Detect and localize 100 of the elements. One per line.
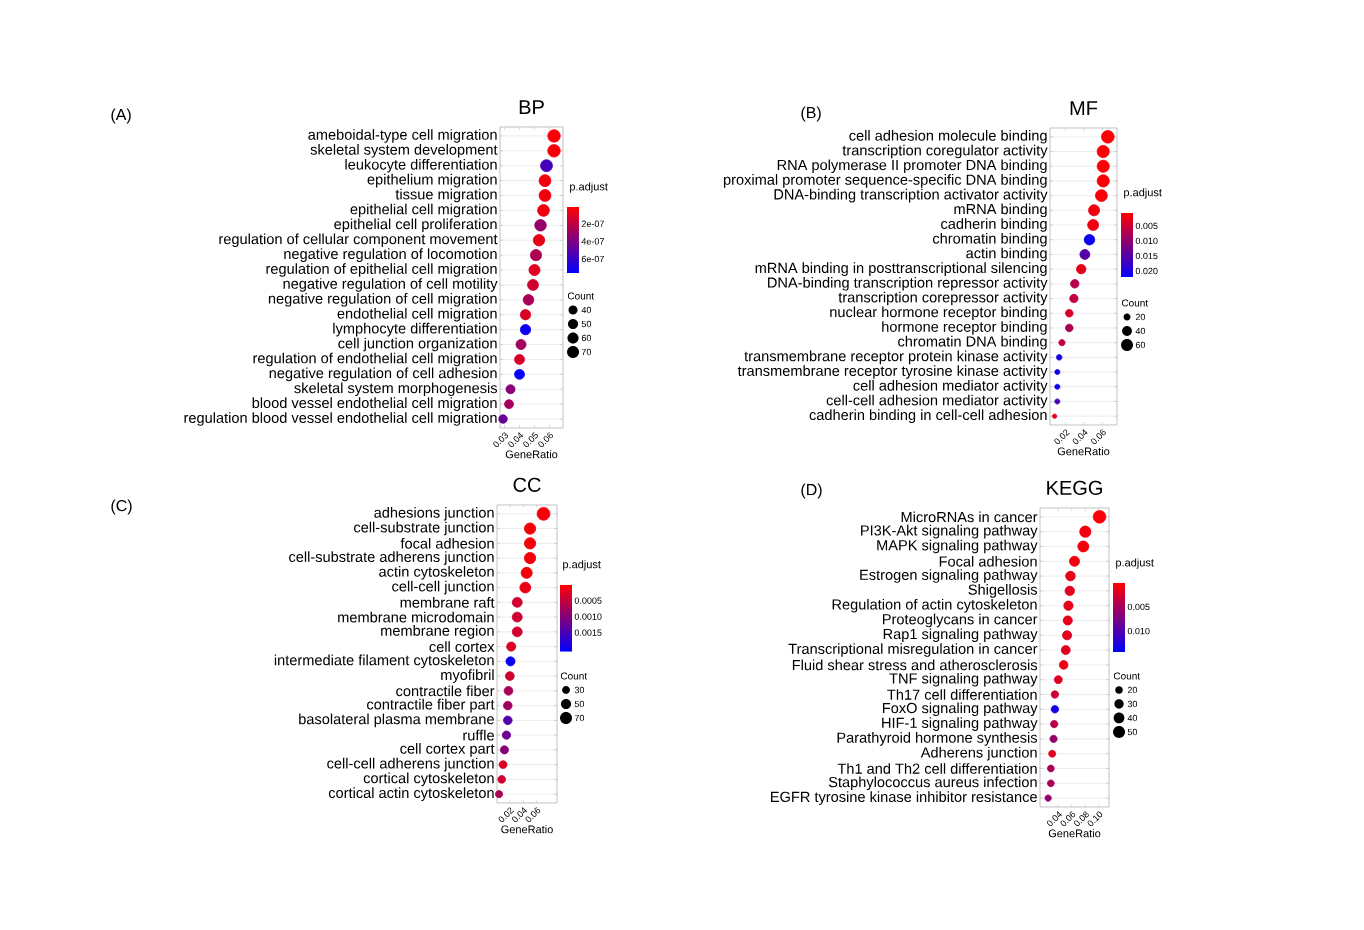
y-tick-label: negative regulation of cell migration: [268, 293, 497, 307]
color-bar-label: 0.005: [1135, 222, 1158, 230]
y-tick-label: regulation of endothelial cell migration: [253, 352, 497, 367]
color-bar-label: 0.0015: [574, 629, 602, 636]
color-bar-title: p.adjust: [1124, 188, 1162, 199]
x-tick-label: 0.04: [512, 807, 527, 823]
legend-label: 60: [1135, 341, 1146, 349]
y-tick-label: Regulation of actin cytoskeleton: [832, 598, 1037, 613]
y-tick-label: EGFR tyrosine kinase inhibitor resistance: [771, 791, 1037, 805]
y-tick-label: cell cortex part: [400, 743, 495, 757]
y-tick-label: basolateral plasma membrane: [299, 713, 494, 728]
y-tick-label: cell adhesion molecule binding: [849, 130, 1047, 144]
legend-label: 70: [581, 348, 592, 356]
legend-label: 30: [1127, 700, 1138, 708]
legend-label: 50: [581, 320, 592, 328]
y-tick-label: regulation of cellular component movement: [219, 233, 498, 248]
x-tick-label: 0.05: [523, 431, 538, 448]
y-tick-label: DNA-binding transcription activator activity: [774, 188, 1048, 203]
y-tick-label: chromatin DNA binding: [898, 335, 1047, 350]
y-tick-label: leukocyte differentiation: [345, 158, 497, 173]
chart-title: KEGG: [1047, 480, 1102, 495]
y-tick-label: lymphocyte differentiation: [333, 322, 497, 337]
y-tick-label: cadherin binding: [941, 218, 1047, 232]
y-tick-label: epithelium migration: [367, 173, 497, 188]
text: (B): [801, 106, 821, 122]
color-bar-label: 0.010: [1127, 627, 1150, 635]
color-bar-label: 0.020: [1135, 267, 1158, 275]
color-bar-title: p.adjust: [1116, 558, 1154, 569]
legend-label: 40: [1135, 327, 1146, 335]
y-tick-label: myofibril: [441, 669, 494, 683]
y-tick-label: actin binding: [966, 247, 1047, 262]
color-bar-label: 0.0010: [574, 613, 602, 620]
y-tick-label: HIF-1 signaling pathway: [882, 717, 1038, 731]
y-tick-label: contractile fiber: [396, 685, 495, 697]
y-tick-label: Rap1 signaling pathway: [883, 628, 1038, 643]
y-tick-label: membrane region: [381, 625, 494, 639]
y-tick-label: PI3K-Akt signaling pathway: [861, 524, 1038, 539]
y-tick-label: Proteoglycans in cancer: [882, 613, 1038, 628]
y-tick-label: skeletal system development: [310, 144, 498, 158]
y-tick-label: cell-substrate junction: [354, 521, 494, 536]
y-tick-label: mRNA binding in posttranscriptional silencing: [755, 262, 1047, 276]
x-tick-label: 0.06: [1091, 429, 1106, 445]
y-tick-label: focal adhesion: [400, 537, 494, 549]
y-tick-label: mRNA binding: [954, 203, 1047, 218]
chart-title: CC: [513, 477, 541, 492]
legend-label: 20: [1127, 686, 1138, 694]
y-tick-label: Staphylococcus aureus infection: [828, 776, 1037, 791]
x-tick-label: 0.02: [498, 807, 514, 823]
y-tick-label: skeletal system morphogenesis: [294, 382, 498, 397]
x-axis-title: GeneRatio: [1057, 447, 1110, 456]
y-tick-label: Th1 and Th2 cell differentiation: [837, 763, 1037, 774]
y-tick-label: cadherin binding in cell-cell adhesion: [809, 409, 1047, 423]
y-tick-label: Th17 cell differentiation: [887, 689, 1037, 700]
y-tick-label: DNA-binding transcription repressor activity: [768, 277, 1048, 291]
y-tick-label: cell cortex: [429, 641, 495, 652]
y-tick-label: transcription coregulator activity: [842, 144, 1048, 159]
y-tick-label: actin cytoskeleton: [379, 566, 494, 580]
y-tick-label: epithelial cell proliferation: [334, 218, 497, 233]
color-bar-label: 2e-07: [581, 220, 604, 227]
y-tick-label: tissue migration: [395, 188, 497, 203]
legend-label: 40: [1127, 714, 1138, 722]
y-tick-label: adhesions junction: [374, 507, 494, 521]
y-tick-label: cortical cytoskeleton: [363, 772, 494, 787]
y-tick-label: hormone receptor binding: [882, 321, 1047, 335]
text: (A): [111, 108, 131, 124]
chart-title: BP: [519, 100, 544, 114]
x-tick-label: 0.06: [538, 432, 553, 448]
y-tick-label: nuclear hormone receptor binding: [830, 306, 1047, 321]
y-tick-label: negative regulation of locomotion: [284, 248, 497, 262]
legend-label: 70: [574, 714, 585, 722]
y-tick-label: transmembrane receptor tyrosine kinase activity: [737, 365, 1048, 379]
y-tick-label: contractile fiber part: [367, 698, 495, 713]
x-tick-label: 0.04: [1072, 429, 1088, 445]
y-tick-label: cell junction organization: [338, 337, 497, 352]
color-bar-label: 0.0005: [574, 597, 602, 604]
y-tick-label: Focal adhesion: [939, 555, 1037, 567]
y-tick-label: negative regulation of cell adhesion: [269, 367, 497, 382]
y-tick-label: cell-substrate adherens junction: [289, 551, 494, 565]
y-tick-label: Parathyroid hormone synthesis: [837, 732, 1038, 746]
y-tick-label: MAPK signaling pathway: [877, 539, 1038, 554]
y-tick-label: endothelial cell migration: [337, 307, 497, 322]
color-bar-label: 0.005: [1127, 603, 1150, 611]
y-tick-label: intermediate filament cytoskeleton: [274, 654, 494, 669]
legend-label: 20: [1135, 313, 1146, 321]
y-tick-label: cell-cell adherens junction: [327, 757, 494, 772]
x-axis-title: GeneRatio: [1048, 829, 1101, 838]
y-tick-label: proximal promoter sequence-specific DNA binding: [723, 174, 1047, 188]
x-tick-label: 0.06: [1060, 811, 1076, 827]
y-tick-label: RNA polymerase II promoter DNA binding: [777, 159, 1047, 173]
color-bar-label: 6e-07: [581, 255, 604, 263]
y-tick-label: blood vessel endothelial cell migration: [252, 397, 497, 411]
x-tick-label: 0.02: [1054, 429, 1070, 445]
y-tick-label: ruffle: [463, 729, 494, 741]
y-tick-label: cell-cell adhesion mediator activity: [826, 394, 1048, 409]
y-tick-label: membrane raft: [400, 597, 495, 608]
text: (C): [111, 499, 132, 515]
color-bar-label: 0.010: [1135, 237, 1158, 245]
legend-label: 30: [574, 686, 585, 694]
y-tick-label: regulation blood vessel endothelial cell migration: [184, 412, 497, 426]
legend-title: Count: [1113, 672, 1141, 680]
